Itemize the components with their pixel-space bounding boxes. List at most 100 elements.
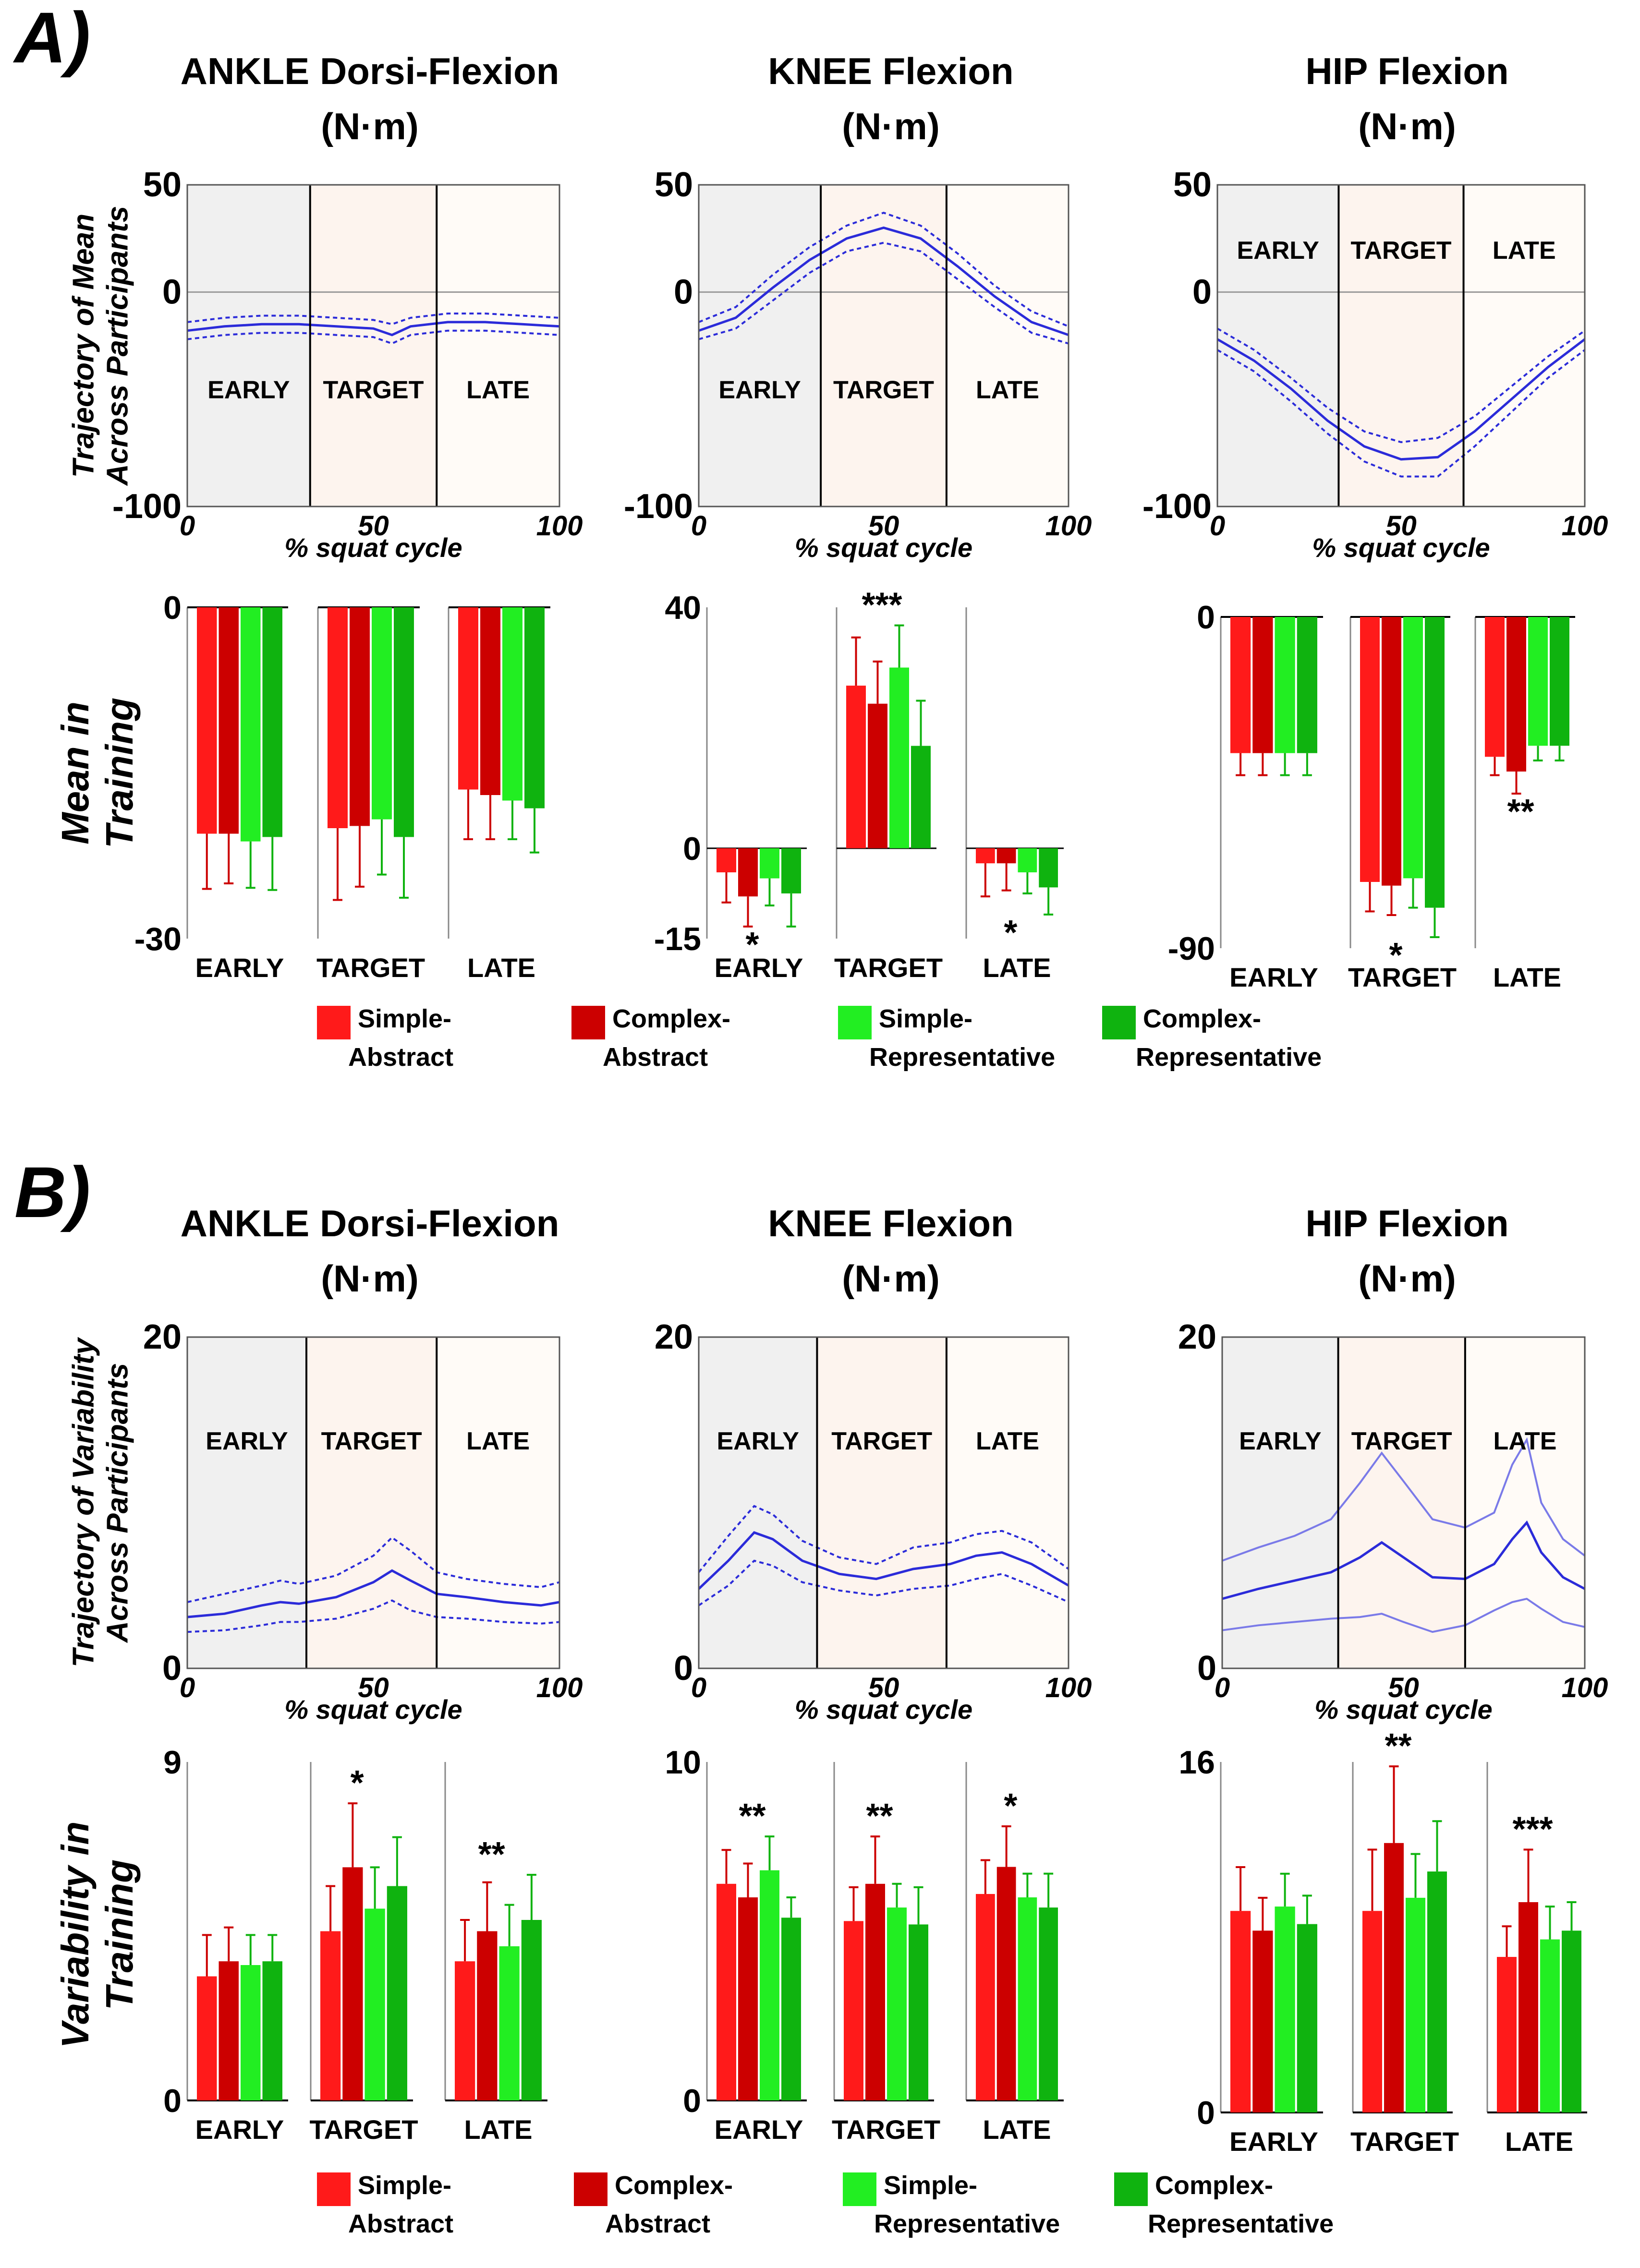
- x-axis-label: % squat cycle: [1312, 532, 1490, 563]
- y-tick-label: 0: [683, 831, 701, 867]
- x-tick-label: 50: [358, 510, 389, 542]
- phase-label: TARGET: [833, 376, 934, 404]
- y-tick-label: 0: [162, 273, 182, 311]
- phase-label: EARLY: [207, 376, 290, 404]
- bar-complex-abstract: [1252, 1930, 1273, 2112]
- x-tick-label: 0: [180, 510, 195, 542]
- plot-frame: [698, 1336, 1069, 1669]
- category-label: EARLY: [715, 2114, 803, 2145]
- plot-frame: [1221, 1336, 1586, 1669]
- y-tick-label: 0: [162, 1649, 182, 1688]
- bar-simple-abstract: [717, 848, 736, 872]
- phase-label: EARLY: [1239, 1427, 1321, 1455]
- series-lower-line: [698, 241, 1069, 345]
- y-tick-label: 20: [655, 1318, 693, 1356]
- y-tick-label: 40: [665, 590, 701, 626]
- trajectory-chart-knee_var_trajectory: EARLY TARGET LATE 20 00 50 100 % squat cycle: [655, 1318, 1092, 1725]
- bar-complex-representative: [1297, 617, 1317, 753]
- x-tick-label: 100: [536, 510, 583, 542]
- bar-simple-representative: [241, 607, 261, 842]
- bar-complex-abstract: [342, 1867, 363, 2100]
- x-tick-label: 50: [1388, 1672, 1419, 1703]
- bar-simple-representative: [364, 1908, 385, 2100]
- significance-marker: ***: [862, 586, 902, 625]
- y-tick-label: 50: [1173, 166, 1212, 204]
- category-label: TARGET: [1350, 2126, 1459, 2157]
- category-label: TARGET: [309, 2114, 418, 2145]
- legend-label-line2: Abstract: [348, 2209, 453, 2238]
- phase-label: LATE: [466, 1427, 530, 1455]
- legend-label-line2: Representative: [874, 2209, 1060, 2238]
- y-tick-label: 20: [1178, 1318, 1216, 1356]
- bar-complex-representative: [1425, 617, 1445, 908]
- significance-marker: *: [351, 1764, 364, 1802]
- bar-simple-representative: [1540, 1939, 1560, 2112]
- bar-complex-representative: [1427, 1871, 1447, 2112]
- x-tick-label: 50: [868, 510, 899, 542]
- bar-complex-abstract: [1252, 617, 1273, 753]
- x-tick-label: 100: [1562, 510, 1608, 542]
- phase-label: TARGET: [1351, 1427, 1452, 1455]
- plot-frame: [698, 184, 1069, 507]
- legend-swatch: [843, 2172, 876, 2206]
- bar-simple-abstract: [1230, 617, 1251, 753]
- series-mean-line: [698, 1531, 1069, 1590]
- y-tick-label: 20: [143, 1318, 182, 1356]
- bar-complex-representative: [1550, 617, 1569, 746]
- series-lower-line: [187, 329, 560, 345]
- bar-complex-abstract: [868, 703, 887, 848]
- chart-title: ANKLE Dorsi-Flexion: [181, 50, 559, 92]
- x-tick-label: 0: [1215, 1672, 1230, 1703]
- phase-label: TARGET: [1351, 237, 1452, 265]
- series-mean-line: [1216, 338, 1586, 461]
- panel-label-a: A): [12, 0, 90, 78]
- bar-simple-abstract: [458, 607, 478, 790]
- bar-complex-abstract: [350, 607, 370, 826]
- x-axis-label: % squat cycle: [795, 1694, 972, 1725]
- category-label: LATE: [467, 953, 535, 983]
- significance-marker: *: [745, 926, 759, 964]
- bar-complex-representative: [781, 848, 801, 893]
- row-label-mean-training: Mean in Training: [54, 698, 141, 848]
- phase-label: EARLY: [206, 1427, 288, 1455]
- bar-simple-representative: [372, 607, 392, 820]
- x-tick-label: 100: [536, 1672, 583, 1703]
- bar-simple-representative: [760, 1870, 779, 2100]
- bar-complex-representative: [1039, 848, 1058, 888]
- legend-label-line2: Abstract: [348, 1043, 453, 1072]
- legend-label-line1: Simple-: [879, 1004, 972, 1033]
- bar-simple-abstract: [197, 1976, 217, 2100]
- bar-simple-representative: [889, 667, 909, 848]
- phase-region-target: [1338, 1337, 1465, 1668]
- bar-complex-representative: [387, 1886, 407, 2100]
- phase-region-target: [817, 1337, 947, 1668]
- bar-complex-abstract: [477, 1931, 498, 2100]
- row-label-variability-trajectory-line: Across Participants: [101, 1363, 134, 1643]
- trajectory-chart-ankle_var_trajectory: EARLY TARGET LATE 20 00 50 100 % squat cycle: [143, 1318, 583, 1725]
- significance-marker: **: [866, 1797, 893, 1835]
- bar-simple-representative: [1018, 1897, 1037, 2100]
- row-label-variability-training-line: Variability in: [54, 1822, 97, 2049]
- legend-swatch: [838, 1006, 872, 1039]
- bar-complex-abstract: [1506, 617, 1526, 772]
- panel-label-b: B): [14, 1152, 90, 1232]
- legend-swatch: [1102, 1006, 1136, 1039]
- bar-complex-abstract: [996, 1867, 1016, 2100]
- bar-complex-abstract: [738, 848, 758, 897]
- bar-complex-abstract: [996, 848, 1016, 864]
- legend-label-line1: Simple-: [358, 2171, 451, 2200]
- phase-label: EARLY: [1237, 237, 1319, 265]
- series-upper-line: [187, 313, 560, 326]
- series-mean-line: [187, 1569, 560, 1618]
- y-tick-label: 0: [1197, 599, 1215, 636]
- phase-label: TARGET: [323, 376, 424, 404]
- y-tick-label: 0: [683, 2083, 701, 2119]
- chart-title: KNEE Flexion: [768, 1202, 1013, 1244]
- plot-frame: [186, 1336, 560, 1669]
- x-tick-label: 0: [691, 1672, 706, 1703]
- significance-marker: **: [739, 1797, 765, 1835]
